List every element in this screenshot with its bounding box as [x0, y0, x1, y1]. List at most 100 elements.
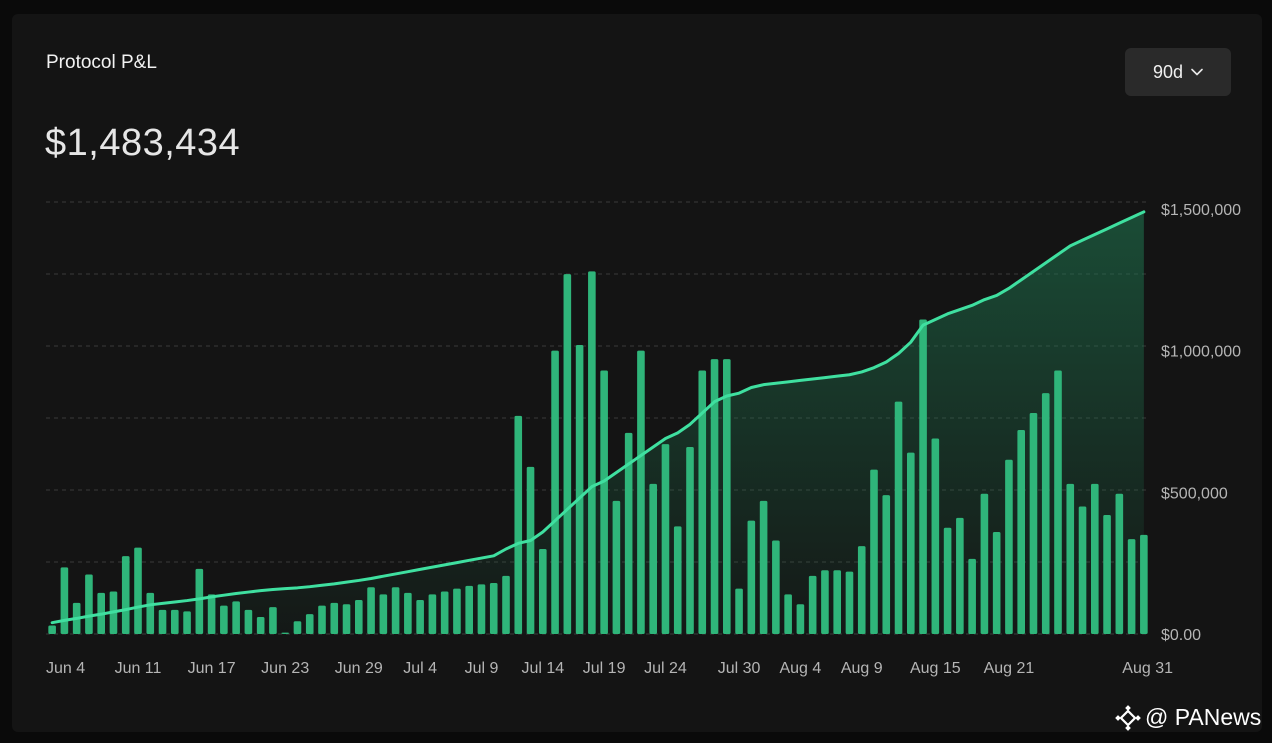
- bar: [759, 500, 768, 634]
- bar: [134, 547, 142, 634]
- bar: [551, 350, 559, 634]
- watermark-text: @ PANews: [1145, 704, 1262, 730]
- bar: [943, 527, 952, 634]
- x-tick-label: Jul 9: [465, 660, 499, 677]
- time-range-dropdown[interactable]: 90d: [1125, 48, 1231, 96]
- bar: [894, 401, 903, 634]
- binance-diamond-icon: [1115, 704, 1141, 731]
- y-tick-label: $0.00: [1161, 627, 1201, 644]
- bar: [293, 621, 302, 634]
- bar: [808, 575, 817, 634]
- bar: [453, 588, 461, 634]
- bar: [735, 588, 743, 634]
- bar: [428, 594, 437, 634]
- bar: [1017, 430, 1026, 634]
- bar: [367, 587, 375, 634]
- bar: [440, 591, 449, 634]
- bar: [1005, 459, 1013, 634]
- bar: [305, 614, 314, 634]
- x-tick-label: Aug 21: [984, 660, 1035, 677]
- bar: [796, 604, 805, 634]
- bar: [1127, 539, 1136, 634]
- bar: [992, 532, 1001, 634]
- bar: [710, 359, 719, 634]
- bar: [661, 444, 670, 634]
- bar: [1103, 515, 1111, 634]
- y-tick-label: $1,000,000: [1161, 344, 1241, 361]
- x-tick-label: Aug 15: [910, 660, 961, 677]
- bar: [919, 319, 927, 634]
- bar: [195, 568, 204, 634]
- bar: [1078, 506, 1087, 634]
- bar: [1115, 493, 1124, 634]
- bar: [600, 370, 608, 634]
- bar: [649, 483, 658, 634]
- bar: [1029, 413, 1038, 634]
- x-tick-label: Jun 23: [261, 660, 309, 677]
- bar: [48, 625, 56, 634]
- bar: [477, 584, 486, 634]
- chart-title: Protocol P&L: [46, 52, 157, 73]
- bar: [772, 540, 780, 634]
- bar: [232, 601, 240, 634]
- x-tick-label: Jun 11: [115, 660, 162, 677]
- bar: [845, 571, 854, 634]
- bar: [931, 438, 940, 634]
- x-tick-label: Jul 19: [583, 660, 626, 677]
- bar: [220, 605, 228, 634]
- bar: [980, 493, 989, 634]
- y-tick-label: $500,000: [1161, 485, 1228, 502]
- bar: [379, 594, 388, 634]
- bar: [502, 575, 510, 634]
- bar: [256, 617, 265, 634]
- bar: [183, 611, 191, 634]
- bar: [1041, 393, 1050, 634]
- x-tick-label: Jul 30: [718, 660, 761, 677]
- bar: [563, 274, 572, 634]
- x-tick-label: Aug 4: [779, 660, 821, 677]
- bar: [870, 469, 878, 634]
- bar: [637, 350, 645, 634]
- bar: [60, 567, 69, 634]
- bar: [673, 526, 682, 634]
- time-range-label: 90d: [1152, 61, 1184, 82]
- bar: [722, 359, 731, 634]
- bar: [342, 604, 351, 634]
- bar: [85, 574, 93, 634]
- bar: [1090, 483, 1099, 634]
- bar: [882, 495, 891, 634]
- bar: [514, 415, 523, 634]
- bar: [784, 594, 792, 634]
- bar: [170, 609, 179, 634]
- x-tick-label: Jul 4: [403, 660, 437, 677]
- bar: [318, 605, 326, 634]
- watermark: @ PANews: [1115, 704, 1261, 731]
- total-pnl-value: $1,483,434: [45, 122, 241, 164]
- bar: [354, 600, 363, 634]
- cumulative-line: [50, 210, 1146, 625]
- bar: [158, 609, 167, 634]
- x-tick-label: Jul 14: [521, 660, 564, 677]
- y-tick-label: $1,500,000: [1161, 202, 1241, 219]
- bar: [281, 632, 290, 634]
- bar: [906, 452, 915, 634]
- x-tick-label: Jul 24: [644, 660, 687, 677]
- bar: [612, 500, 621, 634]
- bar: [489, 583, 498, 634]
- bar: [244, 609, 253, 634]
- bar: [146, 592, 155, 634]
- bar: [526, 466, 535, 634]
- bar: [1054, 370, 1062, 634]
- bar: [391, 587, 400, 634]
- bar: [956, 517, 964, 634]
- bar: [575, 345, 584, 634]
- bar: [588, 271, 596, 634]
- bar: [416, 600, 424, 634]
- bar: [207, 594, 216, 634]
- bar: [833, 570, 842, 634]
- x-tick-label: Jun 17: [188, 660, 236, 677]
- bar: [404, 592, 412, 634]
- chevron-down-icon: [1191, 68, 1203, 76]
- bar: [624, 432, 633, 634]
